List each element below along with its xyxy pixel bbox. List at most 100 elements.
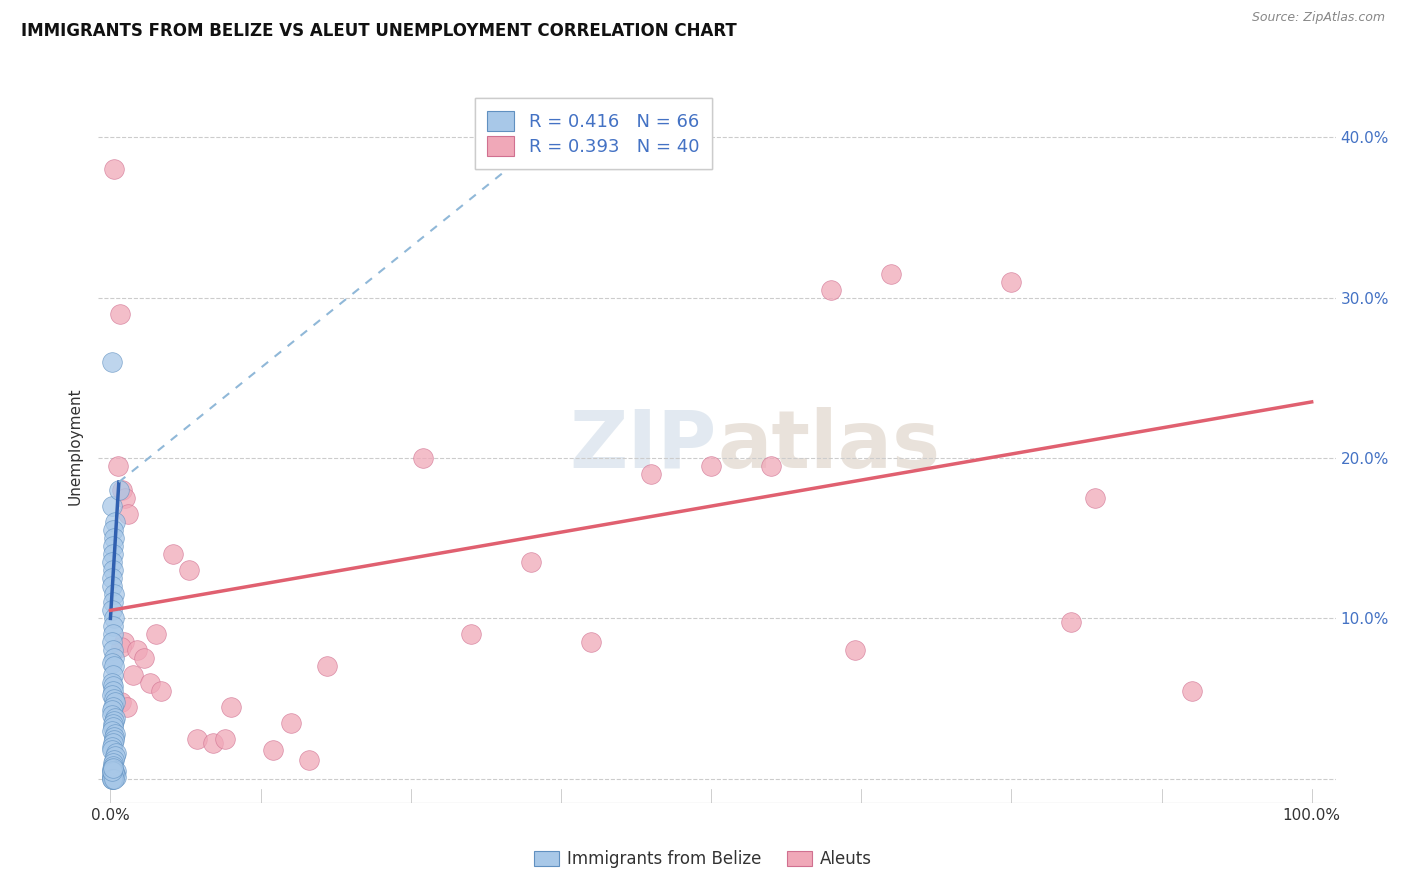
Point (100, 764, 122, 778)
Point (759, 458, 782, 473)
Point (1180, 683, 1202, 698)
Point (100, 703, 122, 717)
Point (1000, 275, 1022, 289)
Point (101, 760, 124, 774)
Point (100, 768, 122, 782)
Point (214, 731, 236, 746)
Point (101, 627, 124, 641)
Point (100, 579, 122, 593)
Point (100, 499, 122, 513)
Point (162, 547, 184, 561)
Point (105, 746, 128, 760)
Point (101, 767, 124, 781)
Point (103, 587, 125, 601)
Point (186, 731, 208, 746)
Point (103, 730, 125, 744)
Point (1060, 615, 1083, 629)
Point (104, 711, 127, 725)
Point (108, 307, 131, 321)
Point (101, 547, 124, 561)
Point (101, 523, 124, 537)
Point (108, 483, 131, 497)
Point (101, 736, 124, 750)
Point (112, 635, 135, 649)
Point (103, 714, 125, 728)
Point (101, 772, 124, 786)
Point (262, 743, 284, 757)
Point (132, 651, 155, 665)
Point (111, 483, 134, 497)
Point (177, 563, 200, 577)
Point (460, 627, 482, 641)
Point (104, 515, 127, 529)
Point (100, 675, 122, 690)
Point (103, 765, 125, 780)
Point (101, 679, 124, 693)
Point (100, 743, 122, 757)
Point (117, 507, 139, 521)
Text: atlas: atlas (717, 407, 941, 485)
Point (103, 733, 125, 747)
Point (579, 635, 602, 649)
Point (101, 768, 124, 782)
Point (101, 683, 124, 698)
Point (100, 689, 122, 703)
Text: IMMIGRANTS FROM BELIZE VS ALEUT UNEMPLOYMENT CORRELATION CHART: IMMIGRANTS FROM BELIZE VS ALEUT UNEMPLOY… (21, 22, 737, 40)
Point (100, 762, 122, 776)
Point (110, 640, 132, 655)
Point (100, 555, 122, 569)
Point (101, 667, 124, 681)
Point (103, 768, 125, 782)
Point (101, 563, 124, 577)
Point (139, 675, 162, 690)
Point (219, 699, 242, 714)
Point (105, 770, 128, 784)
Point (104, 749, 127, 764)
Point (100, 707, 122, 722)
Point (101, 759, 124, 773)
Point (280, 715, 302, 730)
Point (145, 627, 167, 641)
Point (101, 699, 124, 714)
Point (520, 555, 543, 569)
Point (100, 723, 122, 738)
Point (103, 772, 125, 786)
Point (101, 595, 124, 609)
Y-axis label: Unemployment: Unemployment (67, 387, 83, 505)
Point (100, 635, 122, 649)
Point (103, 691, 125, 706)
Point (201, 736, 224, 750)
Point (101, 619, 124, 633)
Point (114, 491, 136, 505)
Point (117, 699, 139, 714)
Text: Source: ZipAtlas.com: Source: ZipAtlas.com (1251, 11, 1385, 24)
Point (104, 767, 127, 781)
Point (100, 772, 122, 786)
Point (101, 756, 124, 770)
Point (298, 752, 321, 766)
Point (315, 659, 337, 673)
Point (103, 651, 125, 665)
Point (100, 657, 122, 671)
Point (101, 717, 124, 731)
Point (412, 450, 434, 465)
Point (149, 683, 172, 698)
Point (100, 770, 122, 784)
Point (103, 162, 125, 177)
Point (100, 603, 122, 617)
Text: ZIP: ZIP (569, 407, 717, 485)
Point (107, 458, 129, 473)
Point (103, 611, 125, 625)
Point (820, 283, 842, 297)
Point (844, 643, 866, 657)
Point (700, 458, 723, 473)
Point (880, 267, 903, 281)
Point (100, 571, 122, 585)
Legend: Immigrants from Belize, Aleuts: Immigrants from Belize, Aleuts (527, 844, 879, 875)
Point (640, 467, 662, 481)
Point (103, 659, 125, 673)
Point (100, 355, 122, 369)
Point (103, 752, 125, 766)
Point (100, 772, 122, 786)
Point (105, 764, 128, 778)
